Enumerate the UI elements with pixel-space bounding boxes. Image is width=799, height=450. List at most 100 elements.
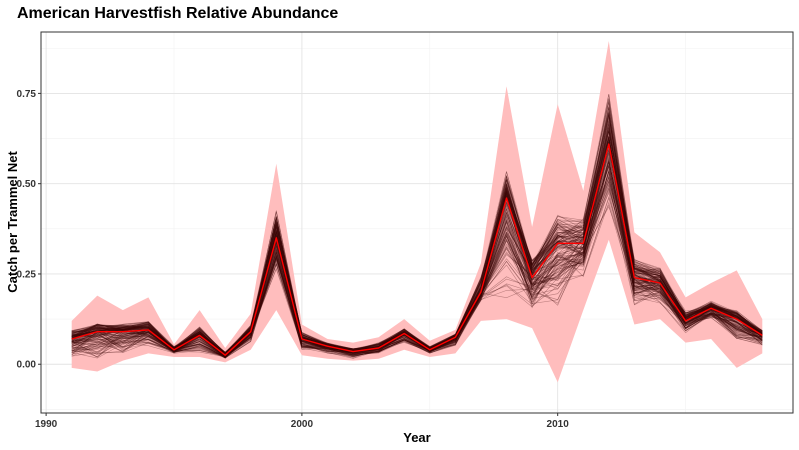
draw-line [71, 138, 763, 358]
draw-line [71, 111, 763, 353]
draw-line [71, 171, 763, 356]
x-tick-label: 2000 [291, 419, 314, 430]
draw-line [71, 131, 763, 355]
draw-line [71, 157, 763, 358]
draw-line [71, 130, 763, 354]
draw-line [71, 145, 763, 359]
draw-line [71, 201, 763, 359]
confidence-ribbon [71, 41, 763, 383]
draw-line [71, 127, 763, 355]
draw-line [71, 189, 763, 358]
draw-line [71, 142, 763, 357]
draw-line [71, 117, 763, 355]
draw-line [71, 129, 763, 356]
draw-line [71, 146, 763, 356]
draw-line [71, 141, 763, 356]
draw-line [71, 171, 763, 356]
draw-line [71, 138, 763, 355]
y-axis-title: Catch per Trammel Net [5, 151, 20, 293]
draw-line [71, 98, 763, 353]
draw-line [71, 143, 763, 359]
draw-line [71, 114, 763, 356]
draw-line [71, 113, 763, 355]
draw-line [71, 141, 763, 358]
draw-line [71, 128, 763, 354]
draw-line [71, 146, 763, 353]
draw-line [71, 94, 763, 355]
y-tick-label: 0.75 [17, 89, 37, 100]
draw-line [71, 101, 763, 356]
draw-line [71, 162, 763, 358]
draw-line [71, 114, 763, 357]
draw-line [71, 126, 763, 357]
draw-line [71, 145, 763, 357]
draw-line [71, 142, 763, 356]
interval-ribbon [71, 41, 763, 383]
draw-line [71, 139, 763, 355]
draw-line [71, 165, 763, 359]
draw-line [71, 179, 763, 358]
draw-line [71, 131, 763, 356]
draw-line [71, 132, 763, 357]
draw-line [71, 137, 763, 357]
draw-line [71, 136, 763, 355]
draw-line [71, 137, 763, 354]
draw-line [71, 98, 763, 356]
draw-line [71, 106, 763, 354]
draw-line [71, 137, 763, 354]
draw-line [71, 187, 763, 357]
chart-title: American Harvestfish Relative Abundance [17, 5, 338, 22]
draw-line [71, 138, 763, 353]
draw-line [71, 180, 763, 357]
draw-line [71, 164, 763, 357]
draw-line [71, 171, 763, 359]
draw-line [71, 195, 763, 358]
draw-line [71, 145, 763, 356]
draw-line [71, 159, 763, 357]
draw-line [71, 123, 763, 355]
draw-line [71, 112, 763, 355]
x-tick-label: 2010 [547, 419, 570, 430]
grid [41, 32, 793, 413]
draw-line [71, 192, 763, 358]
draw-line [71, 149, 763, 357]
draw-line [71, 142, 763, 356]
draw-line [71, 175, 763, 359]
y-tick-label: 0.25 [17, 269, 37, 280]
draw-line [71, 123, 763, 356]
draw-line [71, 140, 763, 358]
draw-line [71, 164, 763, 356]
draw-line [71, 175, 763, 358]
draw-line [71, 168, 763, 359]
draw-line [71, 120, 763, 354]
draw-line [71, 143, 763, 356]
draw-line [71, 141, 763, 359]
draw-line [71, 143, 763, 359]
draw-line [71, 93, 763, 353]
draw-line [71, 153, 763, 358]
draw-line [71, 139, 763, 356]
draw-line [71, 161, 763, 358]
draw-line [71, 124, 763, 356]
plot-panel-border [40, 31, 794, 414]
draw-line [71, 197, 763, 357]
draw-line [71, 136, 763, 358]
draw-line [71, 106, 763, 353]
draw-line [71, 145, 763, 356]
draw-line [71, 139, 763, 357]
draw-line [71, 101, 763, 353]
draw-line [71, 142, 763, 356]
x-axis-title: Year [403, 430, 430, 445]
draw-line [71, 204, 763, 357]
draw-line [71, 134, 763, 354]
draw-line [71, 111, 763, 354]
y-tick-label: 0.00 [17, 360, 37, 371]
draw-line [71, 181, 763, 356]
draw-line [71, 136, 763, 354]
draw-line [71, 125, 763, 356]
draw-line [71, 170, 763, 359]
draw-line [71, 136, 763, 357]
draw-line [71, 171, 763, 358]
draw-line [71, 149, 763, 355]
